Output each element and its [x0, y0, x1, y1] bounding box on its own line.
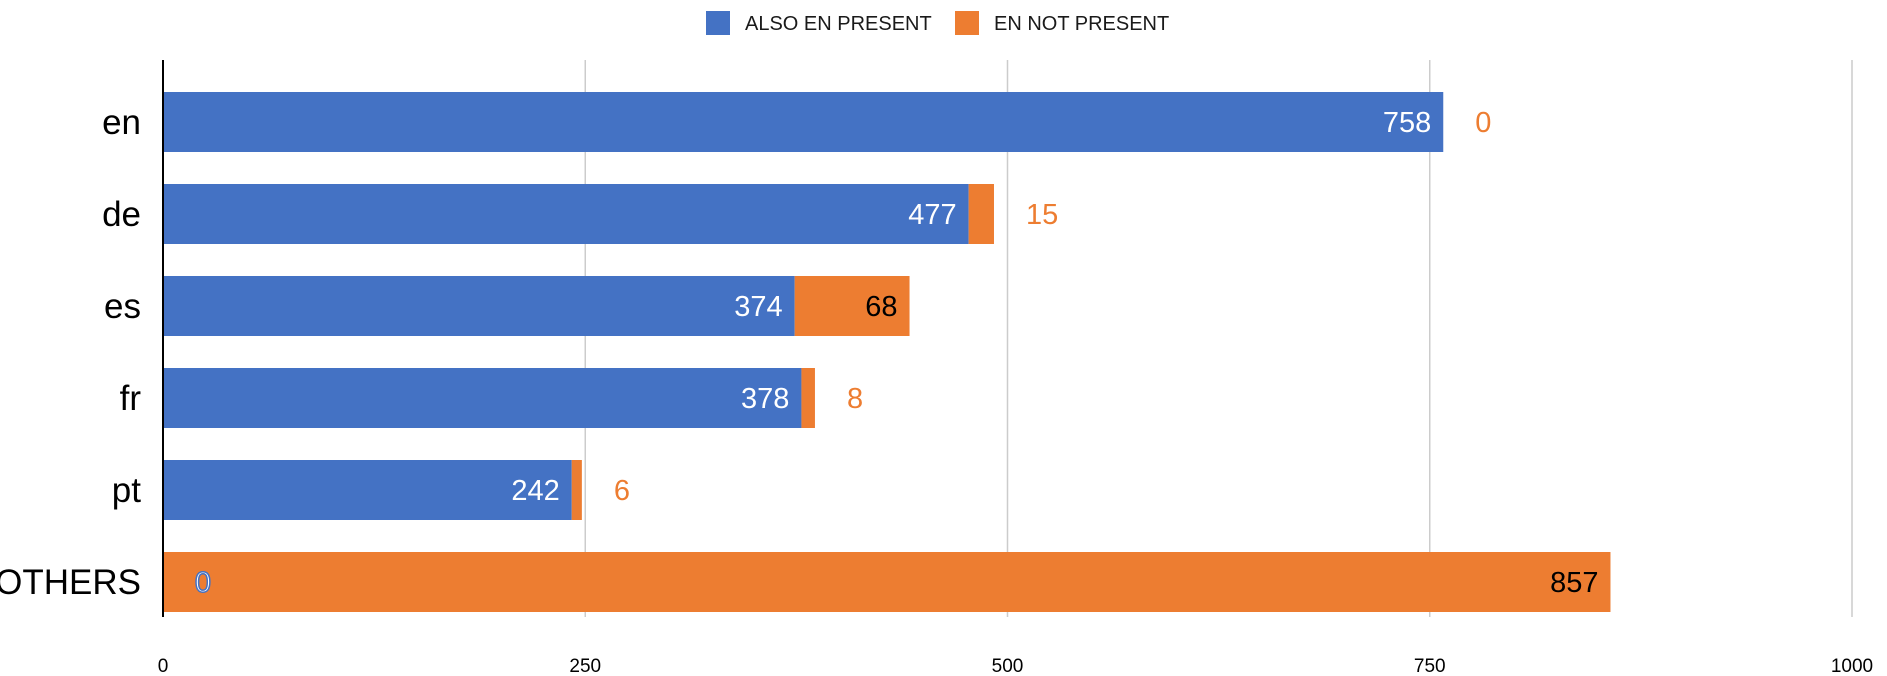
category-label: en: [102, 103, 141, 142]
data-label-also-en-present: 758: [1383, 107, 1431, 139]
legend-swatch: [706, 11, 730, 35]
bar-es-also-en-present: [163, 276, 795, 336]
data-label-also-en-present: 0: [195, 567, 211, 599]
legend-swatch: [955, 11, 979, 35]
category-label: fr: [120, 379, 142, 418]
bar-fr-en-not-present: [801, 368, 815, 428]
gridlines: [584, 60, 1853, 617]
legend-label: EN NOT PRESENT: [994, 13, 1169, 35]
x-tick-label: 0: [158, 656, 169, 676]
bar-en-also-en-present: [163, 92, 1444, 152]
x-tick-label: 500: [992, 656, 1024, 676]
bar-de-en-not-present: [968, 184, 994, 244]
category-label: es: [104, 287, 141, 326]
bar-es-en-not-present: [794, 276, 910, 336]
data-label-also-en-present: 477: [908, 199, 956, 231]
data-label-also-en-present: 374: [734, 291, 782, 323]
category-label: de: [102, 195, 141, 234]
bar-pt-also-en-present: [163, 460, 572, 520]
data-labels: 758 0 477 15 374 68 378 8 242 6 0 857: [194, 107, 1598, 600]
data-label-en-not-present: 857: [1550, 567, 1598, 599]
bars: [163, 92, 1611, 612]
data-label-en-not-present: 8: [847, 383, 863, 415]
data-label-en-not-present: 15: [1026, 199, 1058, 231]
legend: ALSO EN PRESENT EN NOT PRESENT: [706, 11, 1169, 35]
data-label-also-en-present: 378: [741, 383, 789, 415]
bar-fr-also-en-present: [163, 368, 802, 428]
data-label-en-not-present: 68: [865, 291, 897, 323]
category-labels: en de es fr pt OTHERS: [0, 103, 141, 602]
legend-label: ALSO EN PRESENT: [745, 13, 932, 35]
category-label: OTHERS: [0, 563, 141, 602]
bar-OTHERS-en-not-present: [163, 552, 1611, 612]
data-label-also-en-present: 242: [511, 475, 559, 507]
x-tick-label: 1000: [1831, 656, 1873, 676]
x-tick-label: 750: [1414, 656, 1446, 676]
category-label: pt: [112, 471, 141, 510]
x-tick-label: 250: [569, 656, 601, 676]
bar-de-also-en-present: [163, 184, 969, 244]
data-label-en-not-present: 0: [1475, 107, 1491, 139]
data-label-en-not-present: 6: [614, 475, 630, 507]
x-axis: 0 250 500 750 1000: [158, 656, 1873, 676]
bar-pt-en-not-present: [571, 460, 582, 520]
